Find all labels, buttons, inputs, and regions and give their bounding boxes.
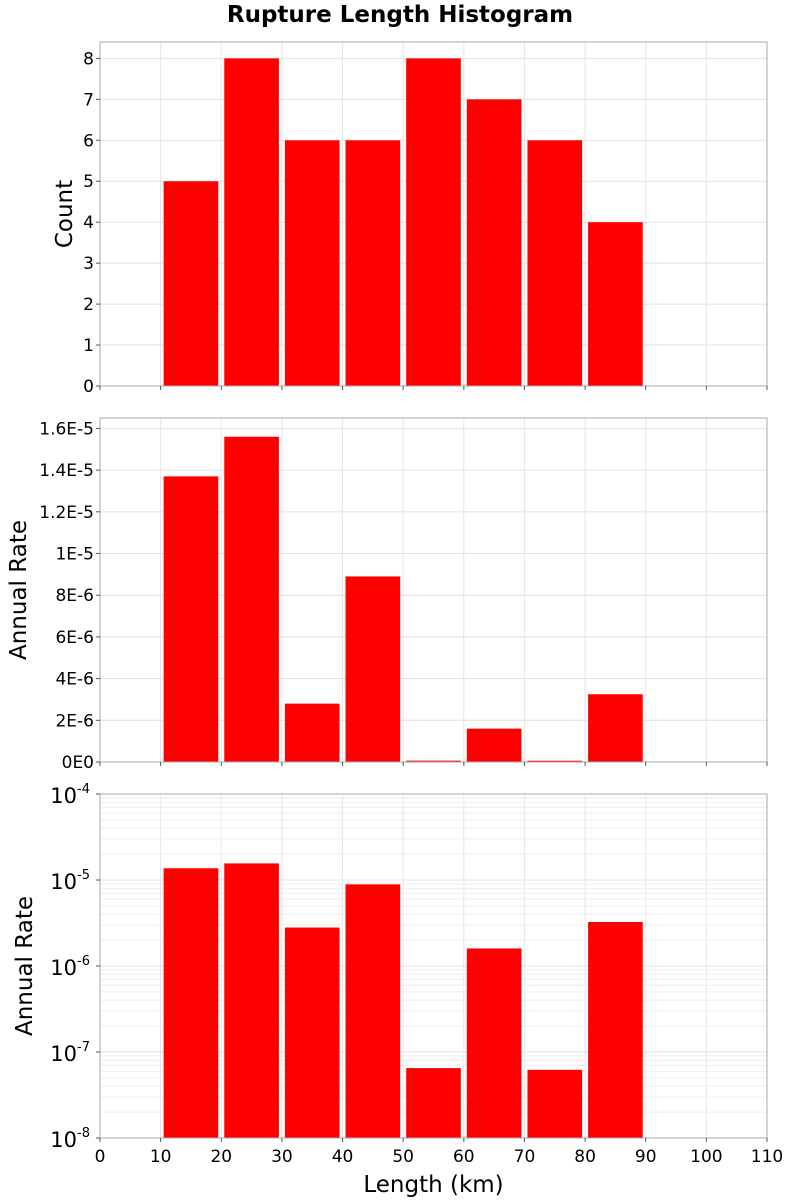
y-tick-label: 2 — [83, 295, 94, 315]
bar — [284, 703, 340, 762]
y-tick-label: 0 — [83, 377, 94, 397]
bar — [163, 181, 219, 386]
y-tick-label: 10-7 — [50, 1040, 90, 1066]
x-tick-label: 60 — [453, 1147, 475, 1167]
chart-title: Rupture Length Histogram — [226, 2, 574, 28]
bar — [224, 436, 279, 762]
y-tick-label: 10-8 — [50, 1126, 90, 1152]
x-tick-label: 70 — [514, 1147, 536, 1167]
y-tick-label: 1.6E-5 — [39, 419, 94, 439]
x-tick-label: 100 — [690, 1147, 722, 1167]
plot-frame — [99, 417, 768, 763]
bar — [224, 863, 279, 1138]
bar — [163, 868, 219, 1138]
bar — [345, 576, 401, 762]
plot-frame — [99, 41, 768, 387]
bar — [406, 1068, 461, 1138]
y-tick-label: 1.2E-5 — [39, 503, 94, 523]
bar — [466, 948, 522, 1138]
y-axis-label: Count — [52, 180, 78, 248]
x-axis-label: Length (km) — [363, 1172, 503, 1198]
bar — [345, 140, 401, 386]
y-tick-label: 5 — [83, 172, 94, 192]
bar — [224, 58, 279, 386]
bar — [588, 921, 643, 1138]
y-tick-label: 10-4 — [50, 782, 90, 808]
bar — [284, 927, 340, 1138]
y-tick-label: 6E-6 — [55, 628, 94, 648]
bar — [527, 1069, 583, 1138]
y-tick-label: 8 — [83, 49, 94, 69]
x-tick-label: 0 — [95, 1147, 106, 1167]
bar — [466, 99, 522, 386]
bar — [163, 476, 219, 762]
x-tick-label: 20 — [210, 1147, 232, 1167]
x-tick-label: 110 — [751, 1147, 783, 1167]
bar — [527, 760, 583, 762]
y-tick-label: 0E0 — [62, 753, 94, 773]
x-tick-label: 40 — [332, 1147, 354, 1167]
panel-3: 10-8 10-7 10-6 10-5 10-4 Annual Rate 0 10 20 30 40… — [12, 782, 783, 1198]
y-tick-label: 2E-6 — [55, 711, 94, 731]
y-axis-label: Annual Rate — [12, 896, 38, 1036]
y-tick-label: 7 — [83, 90, 94, 110]
y-tick-label: 4 — [83, 213, 94, 233]
bar — [588, 222, 643, 386]
bar — [527, 140, 583, 386]
y-tick-label: 6 — [83, 131, 94, 151]
bar — [345, 884, 401, 1138]
panel-1: 0 1 2 3 4 5 6 7 8 Count — [52, 41, 768, 397]
bar — [406, 760, 461, 762]
panel-2: 0E0 2E-6 4E-6 6E-6 8E-6 1E-5 1.2E-5 1.4E-5 1.6E-… — [6, 417, 768, 773]
x-tick-label: 10 — [150, 1147, 172, 1167]
y-tick-label: 1.4E-5 — [39, 461, 94, 481]
bar — [406, 58, 461, 386]
y-tick-label: 3 — [83, 254, 94, 274]
bar — [284, 140, 340, 386]
bar — [466, 728, 522, 762]
x-tick-label: 80 — [574, 1147, 596, 1167]
x-tick-label: 50 — [392, 1147, 414, 1167]
x-tick-label: 30 — [271, 1147, 293, 1167]
y-tick-label: 1 — [83, 336, 94, 356]
x-tick-label: 90 — [635, 1147, 657, 1167]
y-tick-label: 4E-6 — [55, 670, 94, 690]
y-axis-label: Annual Rate — [6, 520, 32, 660]
bar — [588, 694, 643, 762]
y-tick-label: 8E-6 — [55, 586, 94, 606]
y-tick-label: 1E-5 — [55, 545, 94, 565]
y-tick-label: 10-6 — [50, 954, 90, 980]
y-tick-label: 10-5 — [50, 868, 90, 894]
